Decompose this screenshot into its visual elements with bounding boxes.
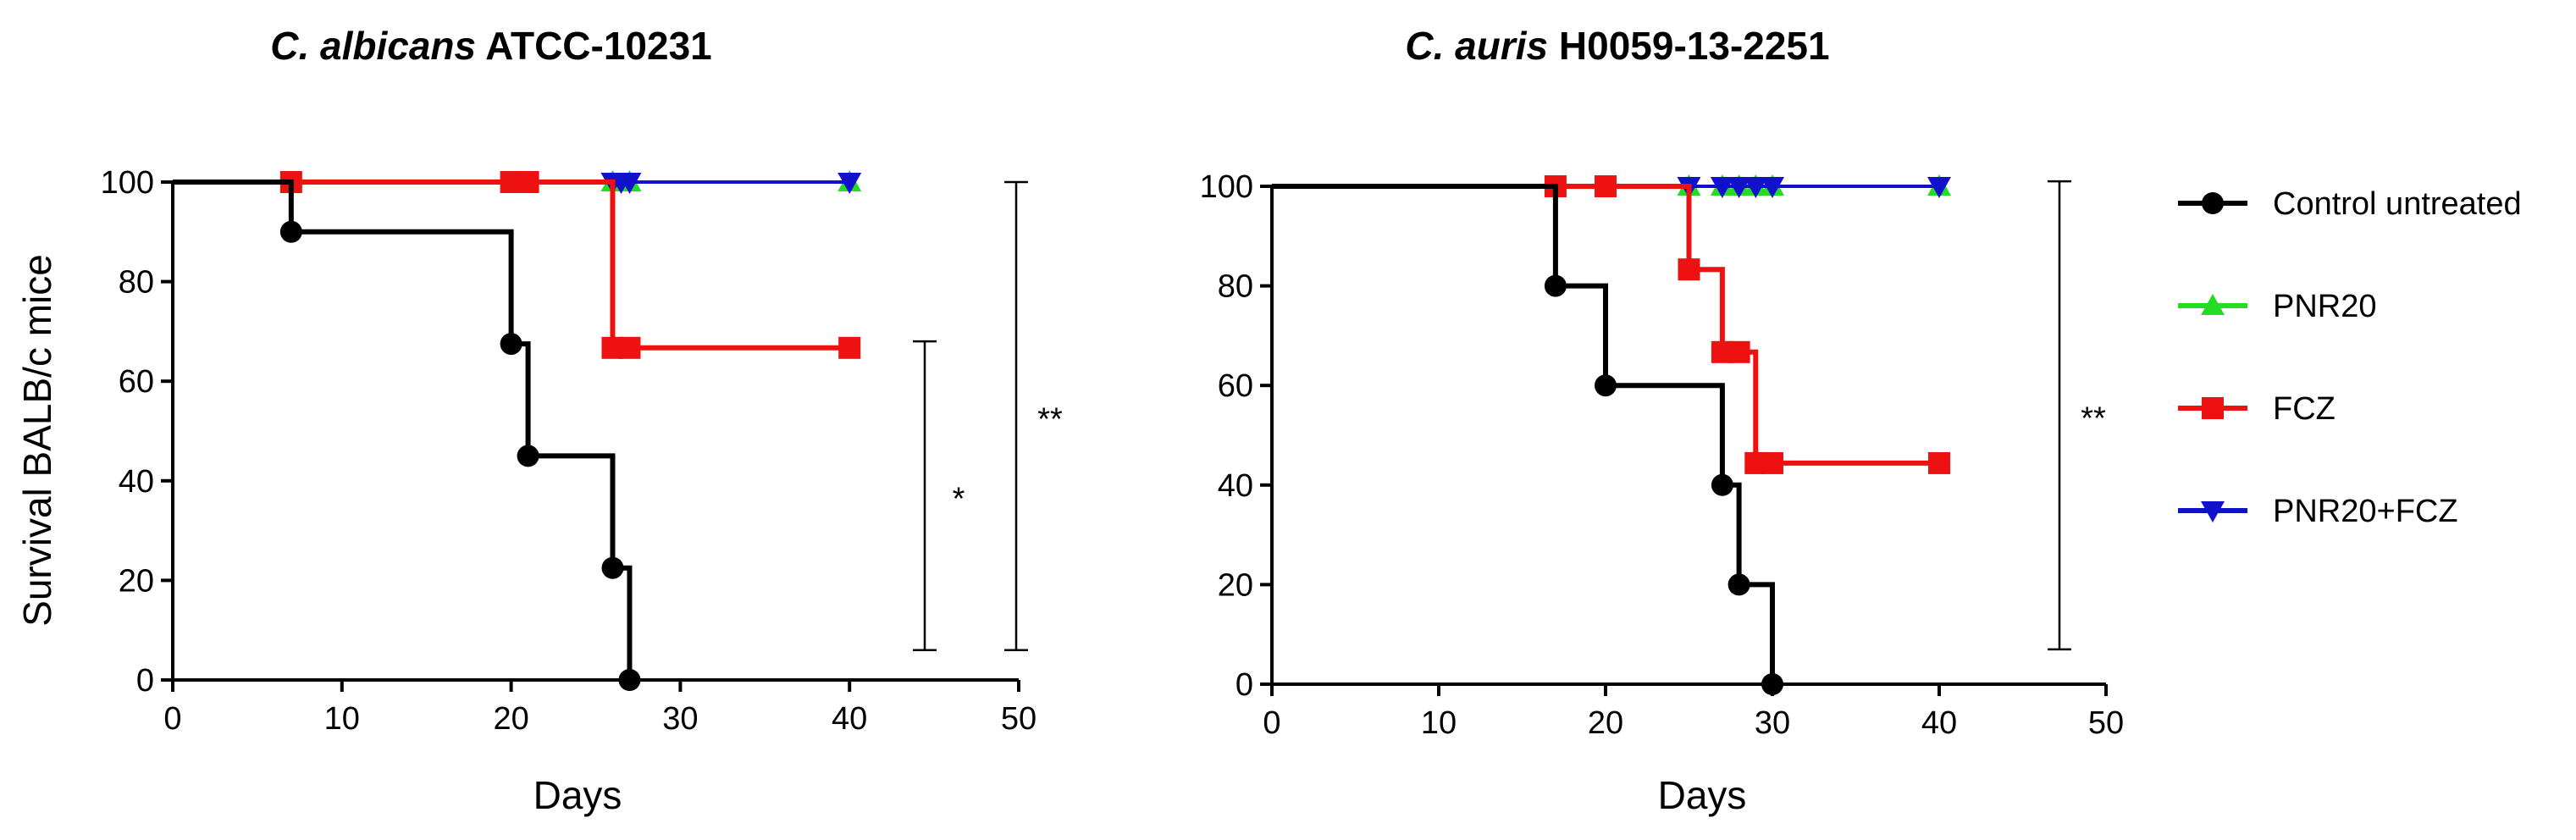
legend-marker bbox=[2201, 501, 2225, 522]
data-point bbox=[617, 173, 642, 194]
x-tick-label: 30 bbox=[662, 701, 698, 737]
x-tick-label: 20 bbox=[1588, 705, 1623, 741]
x-tick-label: 50 bbox=[2088, 705, 2124, 741]
y-tick-label: 0 bbox=[1235, 667, 1253, 703]
y-tick-label: 0 bbox=[136, 663, 154, 699]
chart-panel-albicans: C. albicans ATCC-10231 Days Survival BAL… bbox=[15, 24, 1063, 817]
data-point bbox=[838, 336, 861, 359]
plot-area: 0 10 20 30 40 50 0 20 40 60 80 100 ** bbox=[1200, 169, 2125, 741]
y-tick-label: 100 bbox=[101, 165, 154, 201]
legend-marker bbox=[2202, 397, 2224, 419]
y-tick-label: 80 bbox=[119, 265, 154, 301]
data-point bbox=[601, 556, 624, 579]
legend-label: FCZ bbox=[2273, 391, 2336, 427]
data-point bbox=[279, 220, 302, 243]
significance-bracket: ** bbox=[1004, 180, 1063, 651]
series-fcz bbox=[173, 171, 861, 359]
series-fcz bbox=[1272, 175, 1950, 474]
data-point bbox=[618, 669, 641, 691]
x-tick-label: 50 bbox=[1001, 701, 1036, 737]
x-axis-label: Days bbox=[533, 773, 622, 817]
y-tick-label: 20 bbox=[1218, 567, 1253, 603]
data-point bbox=[1595, 374, 1617, 397]
series-control-untreated bbox=[1272, 184, 1783, 695]
x-tick-label: 40 bbox=[1921, 705, 1957, 741]
x-tick-label: 30 bbox=[1755, 705, 1790, 741]
legend-marker bbox=[2201, 294, 2225, 315]
chart-panel-auris: C. auris H0059-13-2251 Days 0 10 20 30 40 500… bbox=[1200, 24, 2125, 817]
x-axis-label: Days bbox=[1658, 773, 1747, 817]
data-point bbox=[618, 336, 641, 359]
data-point bbox=[500, 333, 522, 356]
data-point bbox=[1711, 473, 1733, 496]
legend-item: PNR20+FCZ bbox=[2178, 494, 2458, 529]
data-point bbox=[1678, 258, 1700, 281]
data-point bbox=[1761, 177, 1784, 198]
significance-bracket: * bbox=[913, 340, 965, 651]
data-point bbox=[1927, 177, 1951, 198]
data-point bbox=[517, 445, 539, 467]
data-point bbox=[1761, 673, 1783, 695]
series-control-untreated bbox=[173, 180, 641, 691]
data-point bbox=[1727, 177, 1751, 198]
y-tick-label: 80 bbox=[1218, 269, 1253, 305]
data-point bbox=[1761, 451, 1783, 474]
significance-label: ** bbox=[1037, 401, 1063, 437]
series-line bbox=[173, 180, 633, 680]
x-tick-label: 0 bbox=[163, 701, 181, 737]
series-line bbox=[1272, 184, 1775, 684]
significance-label: ** bbox=[2081, 401, 2106, 436]
data-point bbox=[1727, 573, 1750, 596]
y-tick-label: 100 bbox=[1200, 169, 1253, 205]
legend-item: PNR20 bbox=[2178, 289, 2377, 324]
x-tick-label: 40 bbox=[832, 701, 867, 737]
data-point bbox=[837, 173, 862, 194]
data-point bbox=[1595, 175, 1617, 197]
y-tick-label: 20 bbox=[119, 563, 154, 599]
significance-label: * bbox=[953, 481, 965, 517]
chart-legend: Control untreated PNR20 FCZ PNR20+FCZ bbox=[2178, 186, 2522, 529]
legend-item: Control untreated bbox=[2178, 186, 2522, 222]
data-point bbox=[1727, 340, 1750, 363]
y-axis-label: Survival BALB/c mice bbox=[15, 254, 59, 627]
x-tick-label: 0 bbox=[1263, 705, 1280, 741]
x-tick-label: 10 bbox=[324, 701, 360, 737]
data-point bbox=[1928, 451, 1950, 474]
legend-label: Control untreated bbox=[2273, 186, 2522, 222]
significance-bracket: ** bbox=[2048, 180, 2106, 651]
legend-item: FCZ bbox=[2178, 391, 2336, 427]
data-point bbox=[1544, 274, 1567, 297]
y-tick-label: 60 bbox=[119, 364, 154, 400]
legend-label: PNR20 bbox=[2273, 289, 2377, 324]
chart-title: C. albicans ATCC-10231 bbox=[270, 24, 712, 68]
legend-label: PNR20+FCZ bbox=[2273, 494, 2458, 529]
data-point bbox=[1710, 177, 1734, 198]
chart-title: C. auris H0059-13-2251 bbox=[1405, 24, 1829, 68]
y-tick-label: 60 bbox=[1218, 368, 1253, 404]
x-tick-label: 10 bbox=[1421, 705, 1457, 741]
y-tick-label: 40 bbox=[119, 464, 154, 500]
data-point bbox=[1744, 177, 1768, 198]
data-point bbox=[517, 171, 539, 193]
x-tick-label: 20 bbox=[493, 701, 528, 737]
legend-marker bbox=[2202, 192, 2224, 214]
y-tick-label: 40 bbox=[1218, 468, 1253, 504]
